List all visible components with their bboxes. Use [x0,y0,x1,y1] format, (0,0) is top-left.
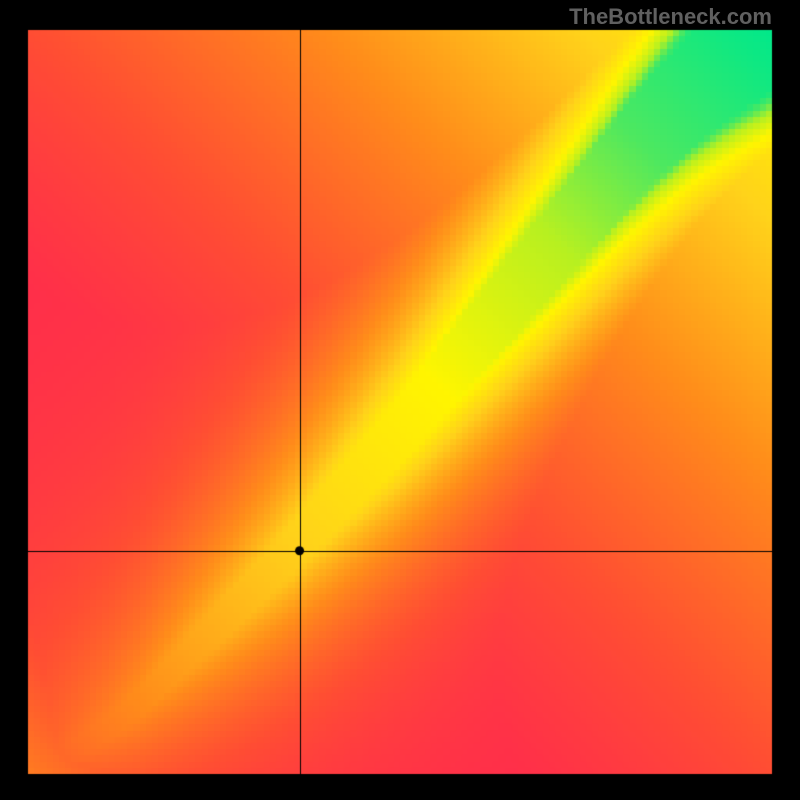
chart-container: TheBottleneck.com [0,0,800,800]
watermark-text: TheBottleneck.com [569,4,772,30]
bottleneck-heatmap [0,0,800,800]
